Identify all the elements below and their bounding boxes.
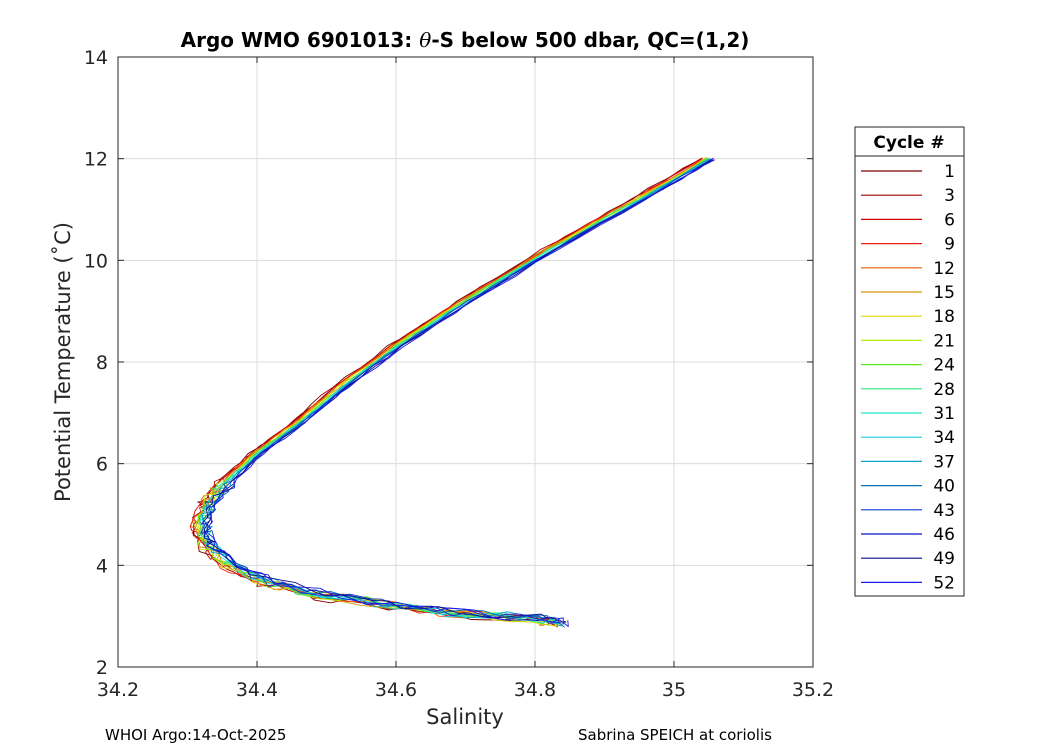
y-tick-label: 6	[96, 454, 108, 476]
legend-label-40: 40	[933, 477, 955, 497]
series-line-cycle-24	[197, 157, 708, 626]
x-tick-label: 35.2	[792, 679, 834, 701]
legend-label-18: 18	[933, 307, 955, 327]
legend-box	[854, 126, 965, 597]
series-line-cycle-49	[203, 159, 714, 623]
x-tick-label: 34.2	[97, 679, 139, 701]
y-tick-label: 12	[84, 149, 108, 171]
legend-label-43: 43	[933, 501, 955, 521]
legend-entries: 1 3 6 9 12 15 18 21 24 28 31 34 37 40 43 46 49 52	[861, 162, 955, 593]
legend-label-1: 1	[944, 162, 955, 182]
legend-label-15: 15	[933, 283, 955, 303]
series-line-cycle-6	[189, 157, 703, 624]
x-axis-title: Salinity	[426, 705, 504, 729]
series-line-cycle-28	[201, 159, 710, 625]
series-line-cycle-37	[200, 157, 711, 627]
legend-label-52: 52	[933, 573, 955, 593]
legend-label-46: 46	[933, 525, 955, 545]
legend-label-28: 28	[933, 380, 955, 400]
series-line-cycle-40	[202, 159, 711, 628]
x-tick-label: 35	[662, 679, 686, 701]
footer-left: WHOI Argo:14-Oct-2025	[105, 726, 286, 744]
legend-label-34: 34	[933, 428, 955, 448]
legend-label-6: 6	[944, 210, 955, 230]
series-line-cycle-12	[190, 157, 707, 626]
series-line-cycle-15	[192, 158, 707, 627]
y-axis-title: Potential Temperature (˚C)	[51, 222, 75, 502]
x-tick-label: 34.4	[236, 679, 278, 701]
legend-title: Cycle #	[873, 133, 944, 153]
series-line-cycle-46	[201, 157, 714, 625]
y-tick-label: 8	[96, 352, 108, 374]
legend-label-49: 49	[933, 549, 955, 569]
y-tick-label: 10	[84, 250, 108, 272]
chart-title-part-2: -S below 500 dbar, QC=(1,2)	[431, 28, 749, 52]
series-line-cycle-52	[206, 159, 716, 627]
y-tick-label: 2	[96, 657, 108, 679]
x-tick-label: 34.8	[514, 679, 556, 701]
chart-title: Argo WMO 6901013: θ-S below 500 dbar, QC…	[181, 28, 750, 52]
series-line-cycle-43	[200, 158, 713, 624]
grid	[118, 57, 813, 667]
chart-title-theta: θ	[419, 28, 431, 52]
legend-label-24: 24	[933, 356, 955, 376]
legend-label-37: 37	[933, 452, 955, 472]
series-line-cycle-18	[198, 157, 706, 627]
series-line-cycle-34	[200, 158, 710, 625]
legend: Cycle # 1 3 6 9 12 15 18 21 24 28 31 34 37 40 43 46 49 52	[854, 126, 965, 597]
x-tick-label: 34.6	[375, 679, 417, 701]
series-line-cycle-31	[198, 158, 709, 624]
y-tick-label: 4	[96, 555, 108, 577]
series-line-cycle-9	[194, 158, 703, 628]
footer-right: Sabrina SPEICH at coriolis	[578, 726, 772, 744]
series-line-cycle-1	[192, 158, 702, 624]
series-lines	[189, 157, 716, 628]
legend-label-31: 31	[933, 404, 955, 424]
series-line-cycle-21	[195, 157, 709, 627]
legend-label-3: 3	[944, 186, 955, 206]
series-line-cycle-3	[191, 158, 702, 627]
y-tick-label: 14	[84, 47, 108, 69]
legend-label-9: 9	[944, 235, 955, 255]
legend-label-21: 21	[933, 331, 955, 351]
axis-ticks: 34.2 34.4 34.6 34.8 35 35.2 2 4 6 8 10 12 14	[84, 47, 834, 701]
legend-label-12: 12	[933, 259, 955, 279]
chart-title-part-1: Argo WMO 6901013:	[181, 28, 420, 52]
